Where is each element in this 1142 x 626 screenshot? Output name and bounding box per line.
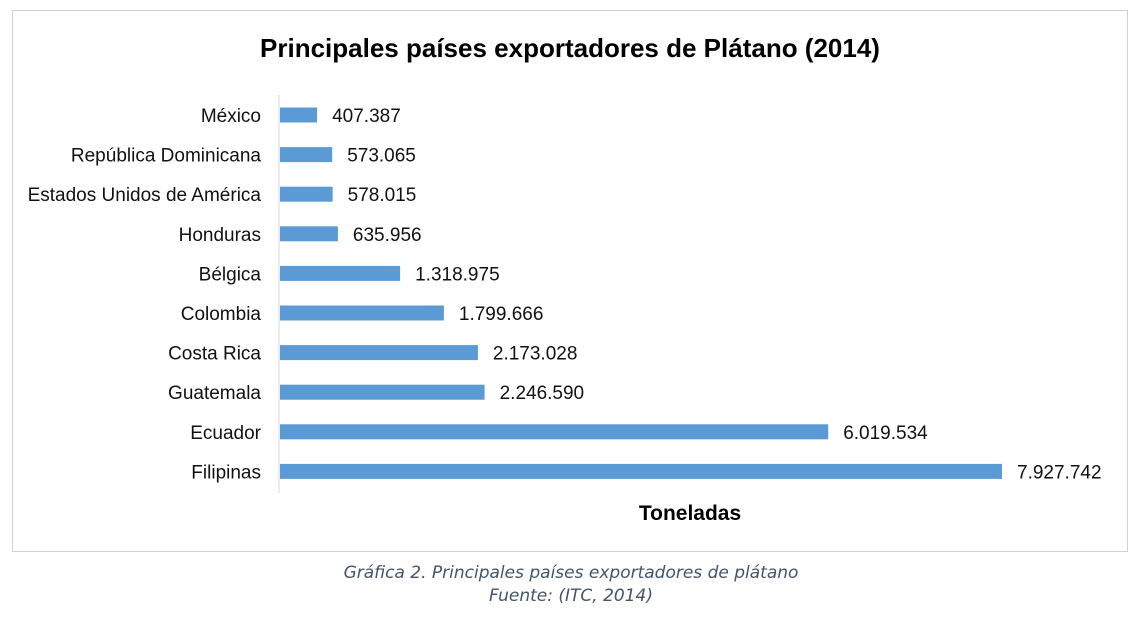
x-axis-title: Toneladas [639, 502, 741, 525]
chart-title: Principales países exportadores de Pláta… [260, 33, 880, 63]
figure-caption: Gráfica 2. Principales países exportador… [343, 563, 799, 583]
bar [280, 226, 338, 242]
data-label: 573.065 [347, 146, 416, 167]
bar [280, 305, 444, 321]
data-label: 635.956 [353, 225, 422, 246]
category-label: Colombia [181, 304, 262, 325]
bar [280, 463, 1002, 479]
bar [280, 424, 829, 440]
bar [280, 384, 485, 400]
data-label: 6.019.534 [843, 423, 928, 444]
category-label: Estados Unidos de América [28, 185, 262, 206]
category-label: Costa Rica [168, 344, 261, 365]
data-label: 578.015 [348, 185, 417, 206]
category-label: México [201, 106, 261, 127]
figure-source: Fuente: (ITC, 2014) [489, 586, 653, 606]
data-label: 1.799.666 [459, 304, 544, 325]
bar-group: México 407.387 República Dominicana 573.065… [28, 106, 1102, 483]
category-label: Bélgica [199, 264, 262, 285]
bar [280, 147, 333, 163]
data-label: 1.318.975 [415, 264, 500, 285]
category-label: Filipinas [191, 462, 261, 483]
chart-frame: Principales países exportadores de Pláta… [12, 10, 1128, 552]
data-label: 7.927.742 [1017, 462, 1102, 483]
bar [280, 265, 401, 281]
data-label: 407.387 [332, 106, 401, 127]
bar [280, 107, 318, 123]
data-label: 2.173.028 [493, 344, 578, 365]
bar [280, 345, 478, 361]
bar [280, 186, 333, 202]
category-label: Honduras [179, 225, 261, 246]
category-label: República Dominicana [71, 146, 262, 167]
data-label: 2.246.590 [500, 383, 585, 404]
category-label: Ecuador [190, 423, 261, 444]
category-label: Guatemala [168, 383, 261, 404]
bar-chart: Principales países exportadores de Pláta… [28, 33, 1102, 525]
